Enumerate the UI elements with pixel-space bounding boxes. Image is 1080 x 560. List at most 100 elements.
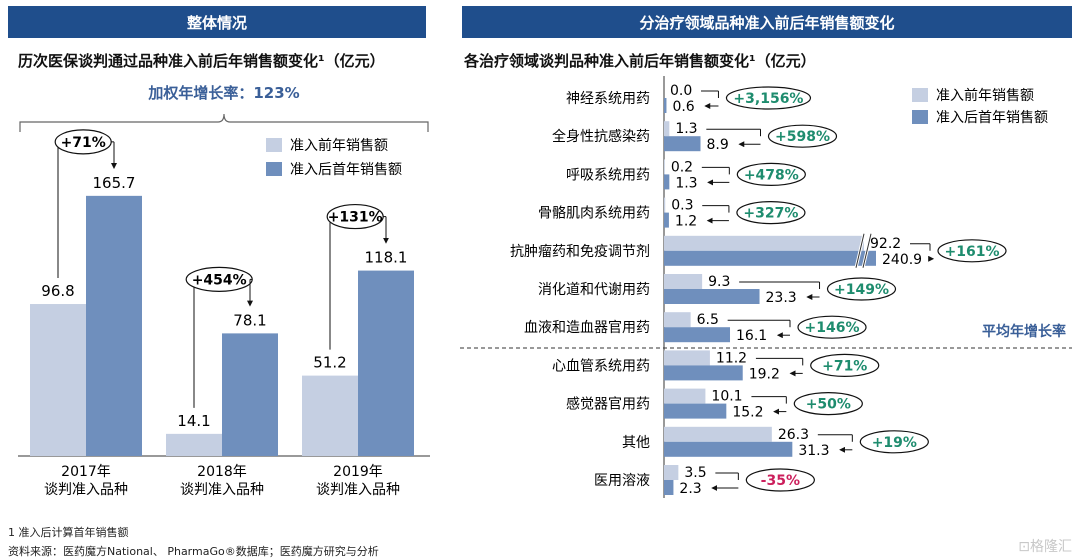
legend-label: 准入后首年销售额 — [936, 110, 1048, 126]
value-label-before: 0.0 — [670, 83, 692, 99]
value-label-before: 11.2 — [716, 350, 747, 366]
value-label-before: 0.2 — [671, 159, 693, 175]
bar-before — [30, 304, 86, 456]
avg-growth-label: 平均年增长率 — [982, 323, 1066, 340]
legend-swatch — [266, 162, 282, 176]
bar-before — [166, 433, 222, 456]
category-label: 2018年 — [197, 464, 247, 480]
value-label-before: 9.3 — [708, 274, 730, 290]
footnote-1: 1 准入后计算首年销售额 — [8, 526, 129, 539]
value-label-before: 10.1 — [711, 389, 742, 405]
legend-swatch — [912, 88, 928, 102]
growth-oval — [767, 124, 838, 148]
value-label-after: 8.9 — [706, 137, 728, 153]
value-label-after: 1.2 — [675, 214, 697, 230]
growth-oval — [797, 315, 867, 339]
category-label: 全身性抗感染药 — [552, 128, 650, 145]
bar-after — [664, 212, 669, 228]
growth-label: +327% — [743, 206, 798, 222]
growth-label: +146% — [805, 320, 860, 336]
cagr-bracket — [19, 113, 429, 132]
value-label-after: 2.3 — [679, 481, 701, 497]
legend-label: 准入前年销售额 — [290, 137, 388, 154]
growth-oval — [937, 239, 1007, 263]
category-label: 消化道和代谢用药 — [538, 282, 650, 298]
legend-label: 准入后首年销售额 — [290, 162, 402, 178]
bar-after — [664, 174, 670, 190]
value-label-after: 165.7 — [93, 174, 136, 192]
value-label-before: 51.2 — [313, 354, 346, 372]
value-label-before: 92.2 — [870, 236, 901, 252]
value-label-after: 1.3 — [675, 175, 697, 191]
category-label: 其他 — [622, 435, 650, 451]
growth-oval — [810, 353, 880, 377]
value-label-before: 96.8 — [41, 282, 74, 300]
category-label: 谈判准入品种 — [180, 482, 264, 498]
growth-label: +71% — [61, 135, 106, 151]
value-label-before: 1.3 — [675, 121, 697, 137]
growth-oval — [859, 430, 929, 454]
bar-before — [302, 375, 358, 456]
growth-label: +454% — [192, 272, 247, 288]
category-label: 神经系统用药 — [566, 91, 650, 107]
bar-before — [664, 121, 670, 137]
axis-break — [855, 233, 872, 268]
category-label: 血液和造血器官用药 — [524, 320, 650, 336]
bar-after — [664, 403, 727, 419]
growth-label: +161% — [945, 244, 1000, 260]
growth-oval — [736, 162, 806, 187]
value-label-after: 15.2 — [732, 405, 763, 421]
left-chart-title: 历次医保谈判通过品种准入前后年销售额变化¹（亿元） — [18, 52, 385, 70]
growth-label: +598% — [775, 129, 830, 145]
growth-label: -35% — [761, 473, 800, 489]
category-label: 抗肿瘤药和免疫调节剂 — [510, 243, 650, 260]
bar-after — [664, 327, 731, 343]
category-label: 呼吸系统用药 — [566, 167, 650, 183]
category-label: 2019年 — [333, 464, 383, 480]
legend-swatch — [912, 110, 928, 124]
category-label: 谈判准入品种 — [316, 482, 400, 498]
value-label-before: 26.3 — [778, 427, 809, 443]
value-label-before: 0.3 — [671, 198, 693, 214]
bar-after — [86, 195, 142, 456]
growth-label: +149% — [834, 282, 889, 298]
bar-before — [664, 197, 666, 213]
watermark: ⊡格隆汇 — [1018, 539, 1072, 555]
bar-after — [664, 365, 743, 381]
bar-after — [664, 98, 667, 113]
category-label: 2017年 — [61, 464, 111, 480]
value-label-after: 16.1 — [736, 328, 767, 344]
growth-label: +19% — [872, 435, 917, 451]
bar-before — [664, 388, 706, 404]
growth-label: +131% — [328, 210, 383, 226]
source-note: 资料来源：医药魔方National、 PharmaGo®数据库；医药魔方研究与分… — [8, 545, 379, 558]
right-bar-chart: 平均年增长率 神经系统用药 0.00.6 +3,156% 全身性抗感染药 1.3 8.9 +5… — [460, 76, 1072, 498]
growth-label: +3,156% — [733, 91, 803, 107]
bar-before — [664, 159, 665, 175]
bar-after — [664, 250, 876, 266]
category-label: 医用溶液 — [594, 473, 650, 489]
bar-after — [222, 333, 278, 456]
growth-label: +478% — [744, 167, 799, 183]
bar-before — [664, 274, 703, 289]
growth-oval — [793, 392, 863, 416]
category-label: 感觉器官用药 — [566, 396, 650, 413]
bar-after — [664, 136, 701, 152]
bar-before — [664, 465, 679, 480]
legend-swatch — [266, 138, 282, 152]
growth-label: +71% — [822, 358, 867, 374]
category-label: 骨骼肌肉系统用药 — [538, 206, 650, 222]
value-label-before: 14.1 — [177, 412, 210, 430]
bar-after — [664, 289, 760, 304]
category-label: 谈判准入品种 — [44, 482, 128, 498]
value-label-after: 19.2 — [749, 366, 780, 382]
right-panel-header: 分治疗领域品种准入前后年销售额变化 — [462, 6, 1072, 38]
value-label-after: 31.3 — [798, 443, 829, 459]
value-label-after: 78.1 — [233, 311, 266, 329]
growth-oval — [826, 277, 897, 301]
right-chart-title: 各治疗领域谈判品种准入前后年销售额变化¹（亿元） — [464, 52, 816, 70]
bar-after — [358, 270, 414, 456]
category-label: 心血管系统用药 — [552, 358, 650, 374]
value-label-after: 23.3 — [766, 290, 797, 306]
